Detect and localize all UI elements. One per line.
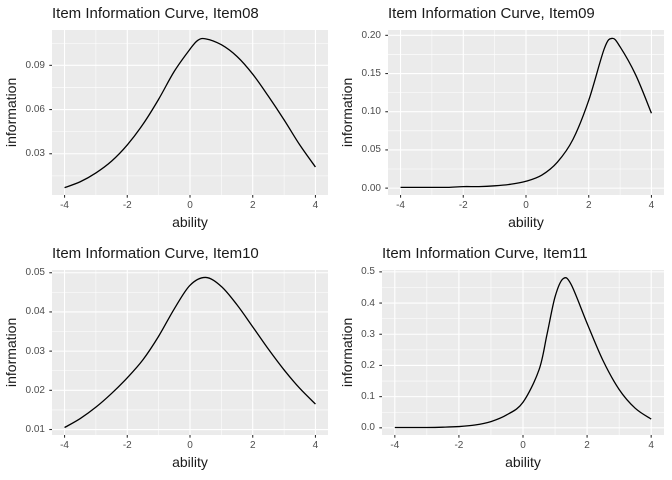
y-tick-label: 0.15: [361, 68, 381, 80]
x-tick-label: 4: [312, 439, 319, 451]
x-tick-label: 4: [648, 199, 655, 211]
x-tick-label: 0: [187, 439, 193, 451]
x-tick-label: -4: [60, 439, 69, 451]
x-tick-label: 0: [523, 199, 529, 211]
x-tick-label: 2: [249, 439, 256, 451]
x-axis-label: ability: [172, 214, 208, 230]
y-tick-label: 0.02: [25, 384, 45, 396]
y-tick-label: 0.20: [361, 29, 381, 41]
y-tick-label: 0.00: [361, 182, 381, 194]
subplot-item10: Item Information Curve, Item10 informati…: [0, 240, 336, 480]
y-tick-label: 0.03: [25, 148, 45, 160]
y-tick-label: 0.03: [25, 345, 45, 357]
x-axis-label: ability: [172, 454, 208, 470]
y-tick-label: 0.09: [25, 59, 45, 71]
plot-title: Item Information Curve, Item10: [52, 245, 259, 262]
x-tick-label: 2: [585, 199, 592, 211]
subplot-item08: Item Information Curve, Item08 informati…: [0, 0, 336, 240]
information-curve: [64, 276, 316, 429]
x-tick-label: -2: [122, 199, 132, 211]
y-axis-label: information: [339, 77, 355, 148]
y-axis-label: information: [3, 77, 19, 148]
y-tick-label: 0.0: [361, 422, 375, 434]
x-tick-label: -4: [390, 439, 400, 451]
y-tick-label: 0.05: [361, 144, 381, 156]
information-curve: [394, 276, 652, 429]
information-curve: [64, 37, 316, 189]
x-tick-label: 4: [312, 199, 319, 211]
plot-panel: [379, 270, 664, 438]
y-tick-label: 0.10: [361, 106, 381, 118]
plot-panel: [49, 30, 328, 198]
y-tick-label: 0.06: [25, 104, 45, 116]
x-tick-label: -2: [458, 199, 468, 211]
x-tick-label: 0: [187, 199, 193, 211]
y-tick-label: 0.5: [361, 266, 375, 278]
y-axis-label: information: [3, 317, 19, 388]
information-curve: [400, 37, 653, 189]
plot-title: Item Information Curve, Item09: [388, 5, 595, 22]
subplot-item11: Item Information Curve, Item11 informati…: [336, 240, 672, 480]
x-tick-label: 2: [584, 439, 590, 451]
y-tick-label: 0.3: [361, 328, 375, 340]
x-tick-label: -4: [396, 199, 405, 211]
x-axis-label: ability: [508, 214, 544, 230]
y-tick-label: 0.04: [25, 306, 45, 318]
subplot-item09: Item Information Curve, Item09 informati…: [336, 0, 672, 240]
plot-panel: [49, 270, 328, 438]
x-tick-label: 0: [520, 439, 526, 451]
y-tick-label: 0.01: [25, 424, 45, 435]
x-tick-label: 4: [648, 439, 654, 451]
x-tick-label: 2: [249, 199, 256, 211]
y-tick-label: 0.4: [361, 297, 375, 309]
y-tick-label: 0.2: [361, 359, 375, 371]
y-tick-label: 0.1: [361, 391, 375, 403]
plot-title: Item Information Curve, Item11: [382, 245, 588, 262]
x-axis-label: ability: [505, 454, 541, 470]
x-tick-label: -2: [122, 439, 132, 451]
x-tick-label: -2: [454, 439, 464, 451]
x-tick-label: -4: [60, 199, 69, 211]
y-axis-label: information: [339, 317, 355, 388]
plot-title: Item Information Curve, Item08: [52, 5, 259, 22]
y-tick-label: 0.05: [25, 267, 45, 279]
plot-panel: [385, 30, 664, 198]
